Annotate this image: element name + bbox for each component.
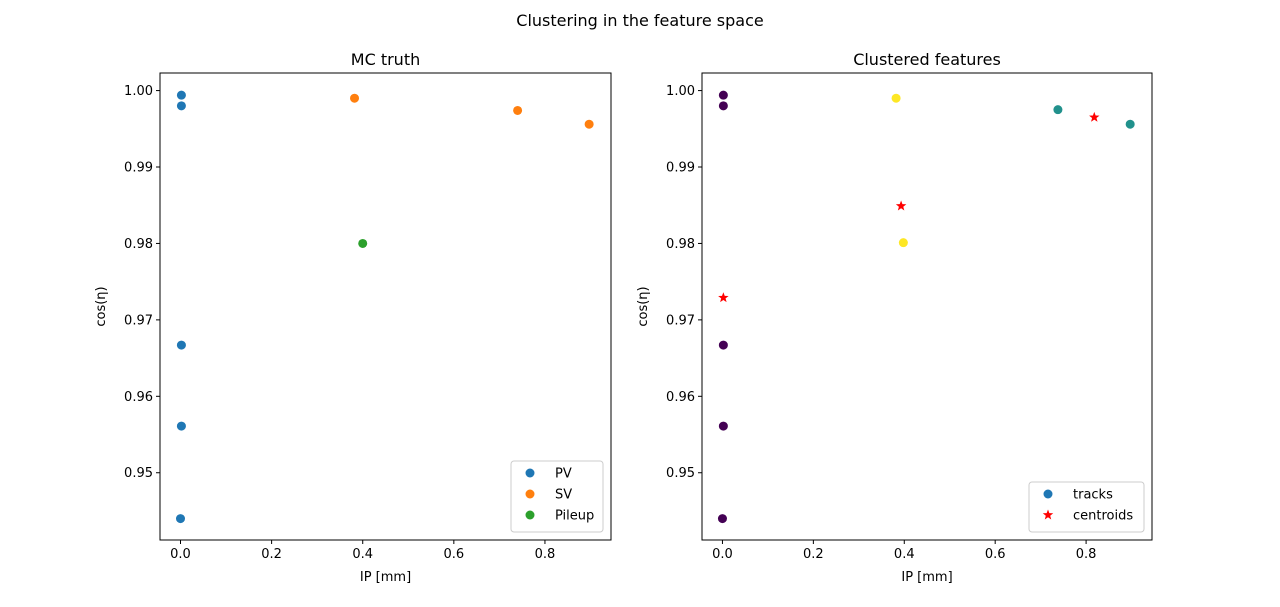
centroid-marker [1089,111,1100,122]
x-tick-label: 0.8 [535,547,556,562]
x-axis-label: IP [mm] [360,570,411,585]
legend-label-SV: SV [555,488,572,503]
legend-marker [525,489,535,499]
legend: tracks centroids [1028,481,1145,533]
legend-marker [1042,509,1054,520]
data-point [718,90,728,100]
data-point [176,340,186,350]
figure-suptitle: Clustering in the feature space [516,11,763,30]
axes-frame [159,72,612,541]
series-PV [176,90,186,524]
y-tick-label: 0.98 [666,237,695,252]
data-point [1053,105,1063,115]
data-point [176,90,186,100]
data-point [718,101,728,111]
y-tick-label: 0.95 [666,466,695,481]
series-centroids [718,111,1100,303]
legend-marker [525,468,535,478]
y-tick-label: 0.96 [124,390,153,405]
legend-label-centroids: centroids [1073,509,1133,524]
x-tick-label: 0.4 [352,547,373,562]
axes-frame [701,72,1153,541]
centroid-marker [895,200,907,211]
legend-marker [1043,489,1053,499]
data-point [717,514,727,524]
data-point [176,514,185,524]
y-tick-label: 0.98 [124,237,153,252]
subplot-clustered-features: Clustered features 0.0 0.2 0.4 0.6 0.8 0.95 0.9… [636,50,1153,585]
legend-marker [525,510,535,520]
y-tick-label: 0.99 [124,161,153,176]
x-tick-label: 0.0 [170,547,191,562]
y-tick-label: 0.99 [666,161,695,176]
y-tick-label: 0.97 [666,313,695,328]
legend: PV SV Pileup [510,460,604,533]
x-tick-label: 0.0 [712,547,733,562]
x-tick-label: 0.2 [803,547,824,562]
legend-label-Pileup: Pileup [555,509,594,524]
series-Pileup [358,238,368,248]
data-point [891,93,901,103]
y-tick-label: 1.00 [666,84,695,99]
y-tick-label: 0.96 [666,390,695,405]
x-tick-label: 0.6 [985,547,1006,562]
data-point [1125,119,1135,129]
data-point [718,421,728,431]
y-tick-label: 0.97 [124,313,153,328]
legend-label-PV: PV [555,467,572,482]
x-tick-label: 0.6 [443,547,464,562]
legend-label-tracks: tracks [1073,488,1113,503]
data-point [350,93,360,103]
data-point [584,119,594,129]
data-point [358,238,368,248]
x-tick-label: 0.2 [261,547,282,562]
y-axis-label: cos(η) [636,286,651,326]
data-point [718,340,728,350]
data-point [176,421,186,431]
axes-title: MC truth [351,50,420,69]
y-axis-label: cos(η) [94,286,109,326]
series-tracks [717,90,1135,524]
data-point [898,238,908,248]
y-tick-label: 0.95 [124,466,153,481]
centroid-marker [718,292,729,303]
data-point [513,105,523,115]
x-tick-label: 0.4 [894,547,915,562]
legend-box [1028,481,1145,533]
y-tick-label: 1.00 [124,84,153,99]
subplot-mc-truth: MC truth 0.0 0.2 0.4 0.6 0.8 0.95 0.96 0.97 0.98 0… [94,50,612,585]
x-axis-label: IP [mm] [901,570,952,585]
data-point [176,101,186,111]
axes-title: Clustered features [853,50,1001,69]
series-SV [350,93,594,129]
x-tick-label: 0.8 [1076,547,1097,562]
